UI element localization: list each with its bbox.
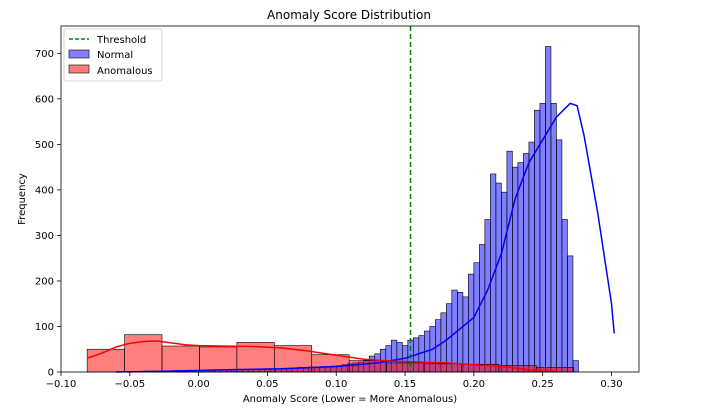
anomalous-bar <box>311 354 350 373</box>
anomalous-bar <box>386 362 425 373</box>
chart-title: Anomaly Score Distribution <box>267 8 431 22</box>
x-tick-label: −0.05 <box>114 379 145 390</box>
anomalous-bar <box>161 345 200 373</box>
normal-bar <box>506 150 513 373</box>
normal-bar <box>523 153 530 373</box>
y-axis-title: Frequency <box>17 173 28 225</box>
anomalous-bar <box>86 348 125 373</box>
x-tick-label: −0.10 <box>46 379 77 390</box>
plot-frame <box>60 25 640 373</box>
x-tick-label: 0.30 <box>600 379 622 390</box>
plot-area <box>60 25 640 373</box>
legend-normal-label: Normal <box>97 50 133 61</box>
anomalous-bar <box>124 334 163 373</box>
normal-bar <box>495 182 502 373</box>
normal-bar <box>528 141 535 373</box>
y-tick-label: 0 <box>48 368 54 379</box>
normal-bar <box>457 292 464 373</box>
normal-bar <box>561 219 568 373</box>
normal-bar <box>517 162 524 373</box>
legend-anomalous-label: Anomalous <box>97 66 153 77</box>
normal-bar <box>545 46 552 373</box>
normal-bar <box>484 219 491 373</box>
x-tick-label: 0.20 <box>463 379 485 390</box>
x-tick-label: 0.15 <box>394 379 416 390</box>
y-axis: 0 100 200 300 400 500 600 700 <box>35 49 61 379</box>
normal-bar <box>479 244 486 373</box>
x-tick-label: 0.10 <box>325 379 347 390</box>
x-axis-title: Anomaly Score (Lower = More Anomalous) <box>243 394 457 405</box>
legend-anomalous-swatch <box>68 64 90 74</box>
y-tick-label: 300 <box>35 231 54 242</box>
normal-bar <box>468 273 475 373</box>
legend-threshold-label: Threshold <box>96 35 146 46</box>
y-tick-label: 100 <box>35 322 54 333</box>
anomalous-bar <box>199 346 238 373</box>
legend: Threshold Normal Anomalous <box>63 28 163 82</box>
normal-bar <box>462 296 469 373</box>
normal-kde-line <box>115 102 615 373</box>
anomalous-bar <box>423 363 462 373</box>
y-tick-label: 700 <box>35 49 54 60</box>
x-tick-label: 0.25 <box>532 379 554 390</box>
normal-bar <box>556 139 563 373</box>
y-tick-label: 500 <box>35 140 54 151</box>
y-tick-label: 200 <box>35 276 54 287</box>
y-tick-label: 600 <box>35 94 54 105</box>
anomalous-kde-line <box>86 340 557 372</box>
normal-bar <box>501 191 508 373</box>
x-tick-label: 0.05 <box>256 379 278 390</box>
x-axis: −0.10 −0.05 0.00 0.05 0.10 0.15 0.20 0.25 0.30 <box>46 372 623 390</box>
normal-bar <box>550 103 557 373</box>
normal-bar <box>567 255 574 373</box>
y-tick-label: 400 <box>35 185 54 196</box>
normal-bar <box>490 173 497 373</box>
legend-normal-swatch <box>68 49 90 59</box>
x-tick-label: 0.00 <box>187 379 209 390</box>
